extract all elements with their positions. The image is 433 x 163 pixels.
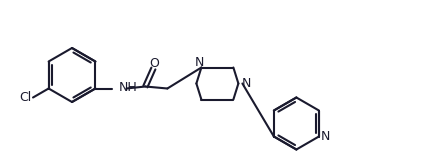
Text: Cl: Cl — [19, 91, 31, 104]
Text: N: N — [195, 56, 204, 69]
Text: N: N — [321, 130, 330, 143]
Text: O: O — [149, 57, 159, 70]
Text: N: N — [242, 77, 251, 90]
Text: NH: NH — [118, 81, 137, 94]
